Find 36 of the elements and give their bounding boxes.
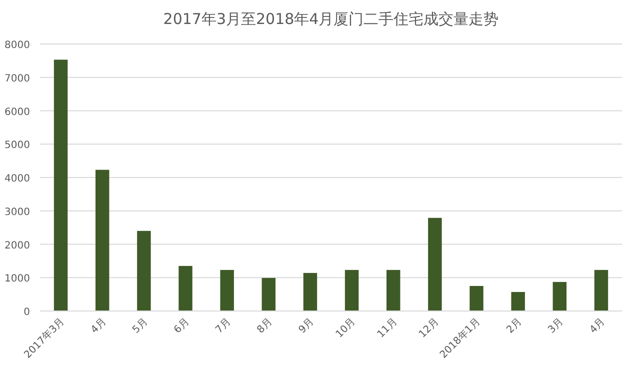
x-tick-label: 9月 xyxy=(296,316,316,336)
x-tick-label: 12月 xyxy=(417,316,442,340)
y-tick-label: 5000 xyxy=(4,140,30,152)
y-tick-label: 6000 xyxy=(4,106,30,118)
x-tick-label: 8月 xyxy=(255,316,275,336)
x-tick-label: 5月 xyxy=(130,316,150,336)
bar xyxy=(428,218,442,311)
y-tick-label: 8000 xyxy=(4,40,30,51)
x-tick-label: 2月 xyxy=(504,316,524,336)
y-tick-label: 2000 xyxy=(4,240,30,252)
chart-title: 2017年3月至2018年4月厦门二手住宅成交量走势 xyxy=(163,10,499,28)
y-tick-label: 3000 xyxy=(4,206,30,218)
bar xyxy=(54,60,68,311)
x-tick-label: 3月 xyxy=(546,316,566,336)
bar xyxy=(594,270,608,311)
x-tick-label: 10月 xyxy=(334,316,358,340)
x-tick-label: 4月 xyxy=(588,316,608,336)
y-tick-label: 7000 xyxy=(4,73,30,84)
bar xyxy=(552,282,567,311)
bar xyxy=(220,270,234,311)
bar xyxy=(386,270,400,311)
y-tick-label: 4000 xyxy=(4,174,30,184)
bar xyxy=(96,170,110,311)
bar xyxy=(344,270,359,311)
bar xyxy=(511,292,525,311)
y-tick-label: 1000 xyxy=(4,274,30,285)
bar xyxy=(470,286,484,311)
y-tick-label: 0 xyxy=(24,307,30,318)
bar xyxy=(303,272,318,311)
bar xyxy=(137,230,151,311)
x-tick-label: 6月 xyxy=(172,316,192,336)
bar xyxy=(262,278,276,311)
x-tick-label: 11月 xyxy=(376,316,400,340)
bar xyxy=(178,266,192,311)
x-tick-label: 7月 xyxy=(214,316,234,336)
x-tick-label: 4月 xyxy=(89,316,108,336)
